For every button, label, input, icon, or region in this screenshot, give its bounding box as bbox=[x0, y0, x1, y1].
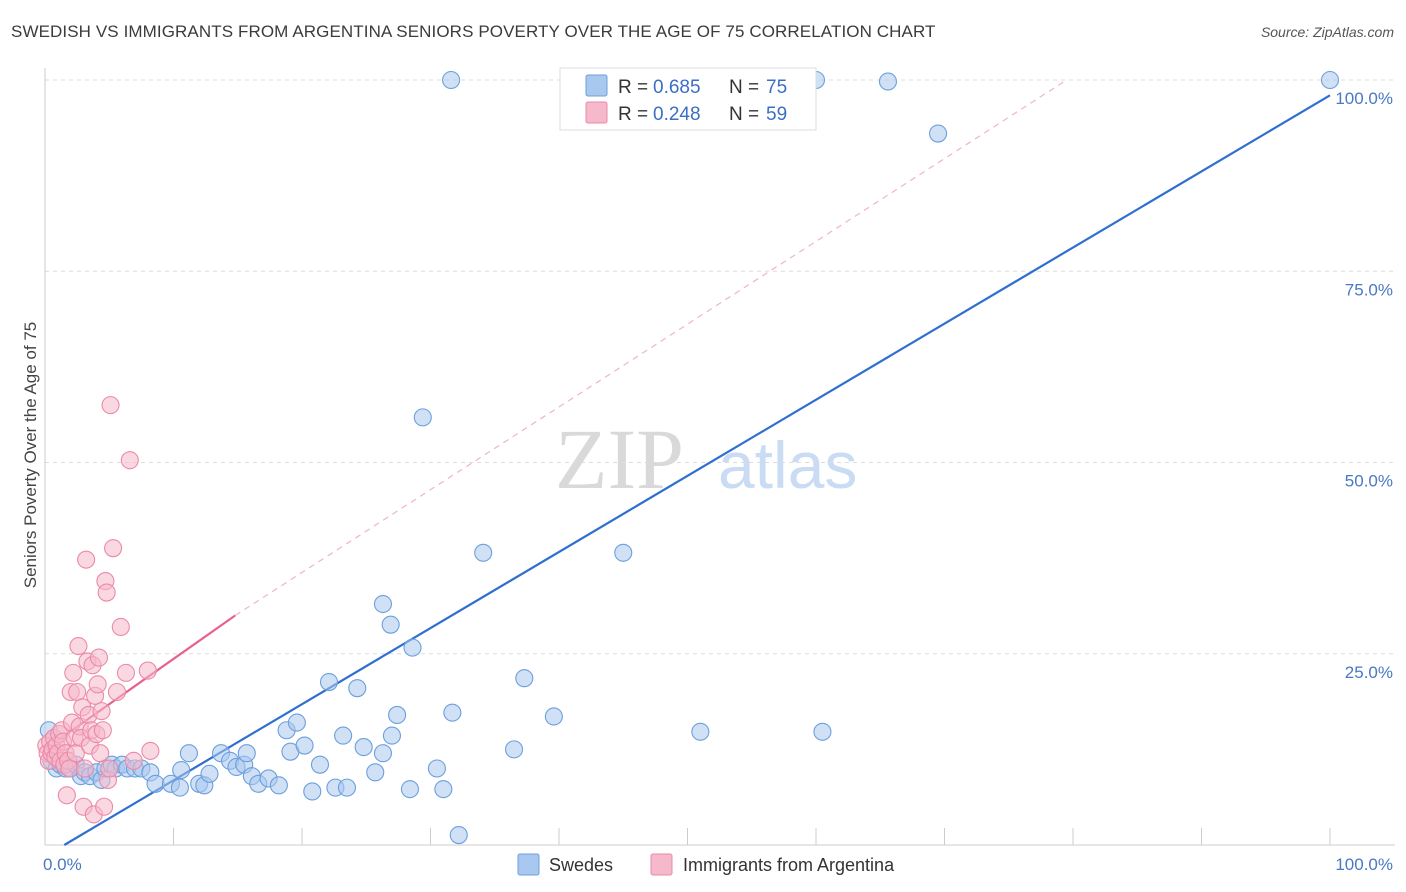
swedes-point bbox=[403, 638, 422, 657]
argentina-point bbox=[93, 721, 112, 740]
swedes-point bbox=[449, 826, 468, 845]
swedes-point bbox=[366, 763, 385, 782]
argentina-point bbox=[60, 759, 79, 778]
swedes-point bbox=[373, 744, 393, 763]
swedes-point bbox=[172, 760, 191, 780]
swedes-point bbox=[348, 679, 367, 698]
swedes-point bbox=[373, 594, 393, 614]
source-label: Source: ZipAtlas.com bbox=[1260, 24, 1394, 40]
correlation-legend: R = 0.685 N = 75 R = 0.248 N = 59 bbox=[559, 67, 817, 131]
y-tick-label: 100.0% bbox=[1335, 89, 1393, 108]
swedes-point bbox=[319, 673, 339, 692]
argentina-point bbox=[120, 451, 139, 470]
legend-r-value-1: 0.685 bbox=[653, 77, 701, 98]
bottom-legend-swatch-argentina bbox=[650, 853, 673, 876]
swedes-point bbox=[413, 408, 432, 427]
swedes-point bbox=[200, 764, 219, 783]
argentina-point bbox=[116, 663, 136, 682]
legend-n-value-2: 59 bbox=[766, 104, 787, 125]
argentina-point bbox=[57, 786, 76, 805]
swedes-point bbox=[442, 70, 461, 90]
swedes-point bbox=[295, 736, 314, 755]
swedes-point bbox=[1320, 70, 1340, 90]
argentina-point bbox=[138, 661, 157, 680]
swedes-point bbox=[515, 669, 534, 688]
argentina-point bbox=[111, 617, 130, 637]
swedes-point bbox=[878, 72, 898, 91]
swedes-point bbox=[334, 726, 353, 745]
swedes-point bbox=[474, 543, 493, 562]
swedes-point bbox=[427, 759, 446, 778]
swedes-point bbox=[691, 722, 710, 741]
argentina-point bbox=[107, 682, 127, 702]
y-tick-label: 75.0% bbox=[1345, 280, 1393, 299]
y-axis-label: Seniors Poverty Over the Age of 75 bbox=[21, 322, 40, 588]
swedes-point bbox=[443, 703, 462, 722]
bottom-legend-label-swedes: Swedes bbox=[549, 855, 613, 875]
argentina-point bbox=[97, 583, 116, 602]
swedes-point bbox=[382, 726, 402, 745]
argentina-point bbox=[141, 741, 160, 760]
argentina-point bbox=[75, 759, 94, 778]
swedes-point bbox=[179, 744, 198, 763]
swedes-point bbox=[929, 124, 948, 143]
legend-r-label-2: R = bbox=[618, 104, 648, 125]
argentina-point bbox=[77, 550, 96, 569]
series-legend: Swedes Immigrants from Argentina bbox=[517, 853, 895, 876]
swedes-point bbox=[400, 780, 419, 799]
x-tick-label-max: 100.0% bbox=[1335, 855, 1393, 874]
chart-title: SWEDISH VS IMMIGRANTS FROM ARGENTINA SEN… bbox=[11, 22, 936, 41]
argentina-point bbox=[64, 663, 83, 682]
watermark-zip: ZIP bbox=[555, 411, 684, 507]
swedes-point bbox=[434, 780, 453, 799]
legend-r-label-1: R = bbox=[618, 77, 648, 98]
bottom-legend-label-argentina: Immigrants from Argentina bbox=[683, 855, 895, 875]
swedes-point bbox=[146, 774, 165, 793]
swedes-point bbox=[354, 738, 373, 757]
swedes-point bbox=[388, 705, 407, 725]
swedes-point bbox=[337, 778, 357, 797]
argentina-point bbox=[100, 759, 119, 778]
swedes-point bbox=[544, 707, 563, 726]
argentina-point bbox=[92, 702, 111, 721]
argentina-point bbox=[124, 751, 143, 770]
swedes-point bbox=[310, 755, 330, 774]
bottom-legend-swatch-swedes bbox=[517, 853, 540, 876]
argentina-point bbox=[95, 797, 114, 816]
swedes-point bbox=[614, 543, 633, 562]
argentina-point bbox=[104, 539, 123, 558]
swedes-point bbox=[381, 615, 400, 634]
argentina-trend-extension bbox=[234, 79, 1067, 617]
swedes-point bbox=[504, 740, 524, 759]
swedes-point bbox=[813, 722, 832, 741]
argentina-point bbox=[89, 648, 109, 667]
y-tick-label: 25.0% bbox=[1345, 663, 1393, 682]
swedes-point bbox=[287, 713, 306, 732]
legend-n-value-1: 75 bbox=[766, 77, 787, 98]
y-tick-label: 50.0% bbox=[1345, 472, 1393, 491]
swedes-trend-line bbox=[63, 94, 1331, 846]
argentina-point bbox=[68, 682, 87, 702]
swedes-point bbox=[170, 778, 189, 797]
argentina-point bbox=[88, 675, 107, 694]
argentina-point bbox=[91, 744, 110, 763]
argentina-point bbox=[69, 637, 88, 656]
argentina-point bbox=[101, 396, 120, 415]
legend-swatch-swedes bbox=[585, 74, 608, 97]
legend-n-label-1: N = bbox=[729, 77, 759, 98]
swedes-point bbox=[269, 776, 288, 795]
legend-swatch-argentina bbox=[585, 101, 608, 124]
legend-n-label-2: N = bbox=[729, 104, 759, 125]
legend-r-value-2: 0.248 bbox=[653, 104, 701, 125]
watermark-atlas: atlas bbox=[718, 428, 857, 502]
x-tick-label-min: 0.0% bbox=[43, 855, 82, 874]
swedes-point bbox=[237, 744, 256, 763]
swedes-point bbox=[303, 782, 322, 801]
